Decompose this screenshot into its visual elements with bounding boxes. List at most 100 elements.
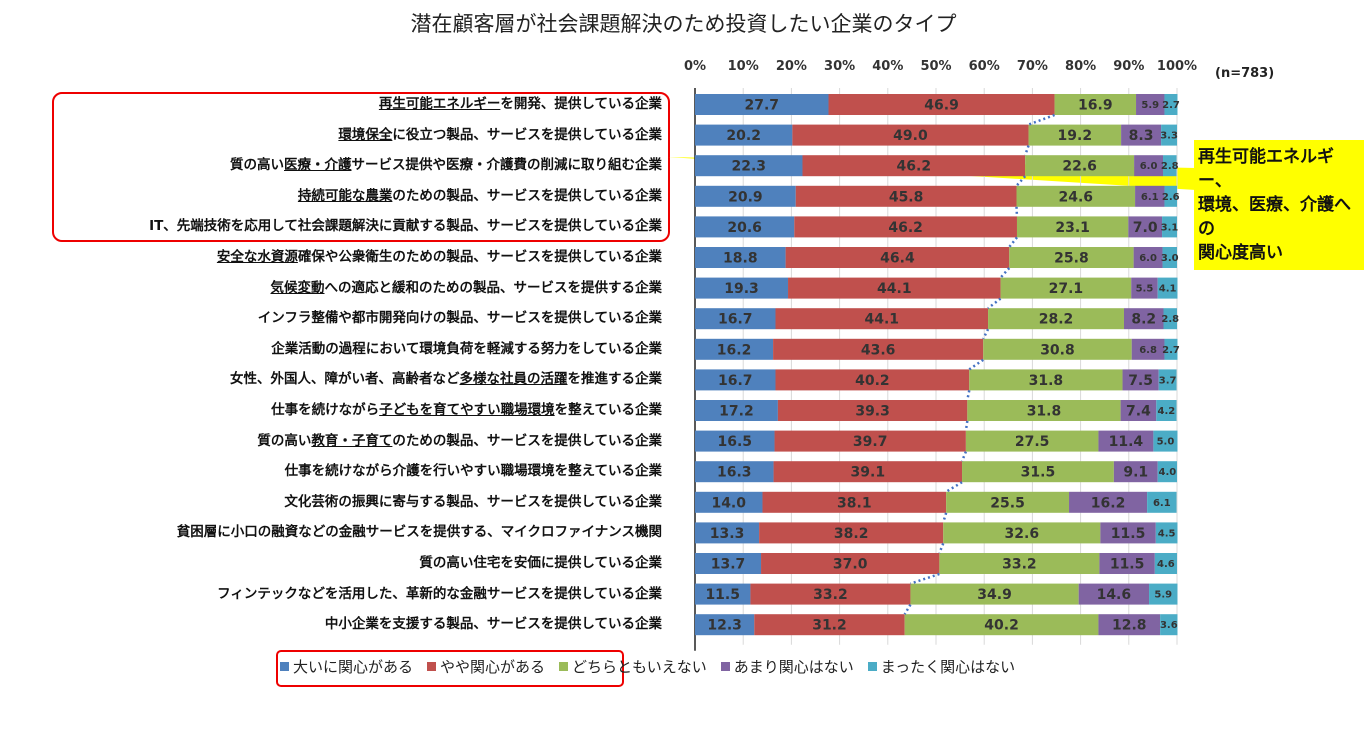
data-label: 16.2 (717, 342, 752, 358)
bar-segment (695, 553, 762, 574)
x-tick-label: 100% (1157, 59, 1197, 74)
data-label: 14.6 (1097, 587, 1132, 603)
category-label-part: 多様な社員の活躍 (459, 371, 568, 388)
bar-segment (1163, 308, 1177, 330)
bar-segment (1122, 369, 1159, 391)
data-label: 8.2 (1131, 312, 1156, 328)
x-tick-label: 30% (824, 59, 855, 74)
bar-segment (1134, 155, 1164, 177)
bar-segment (1009, 247, 1134, 268)
data-label: 4.0 (1159, 467, 1177, 478)
series-line (960, 451, 968, 462)
category-label-part: 環境保全 (338, 126, 393, 143)
category-label: 質の高い住宅を安価に提供している企業 (419, 553, 662, 573)
bar-segment (695, 185, 796, 207)
data-label: 5.5 (1136, 284, 1154, 295)
bar-segment (775, 369, 970, 391)
legend-swatch (427, 662, 437, 671)
data-label: 27.7 (744, 98, 779, 114)
data-label: 16.3 (717, 465, 752, 481)
data-label: 39.7 (853, 434, 888, 450)
data-label: 23.1 (1055, 220, 1090, 236)
bar-segment (794, 216, 1017, 238)
data-label: 33.2 (1002, 557, 1037, 573)
data-label: 31.2 (812, 618, 847, 634)
x-tick-label: 40% (872, 59, 903, 74)
category-label-part: 文化芸術の振興に寄与する製品、サービスを提供している企業 (284, 493, 662, 510)
bar-segment (1028, 124, 1122, 146)
bar-segment (1120, 400, 1157, 421)
bar-segment (969, 369, 1123, 391)
data-label: 31.8 (1029, 373, 1064, 389)
series-line (910, 572, 940, 585)
bar-segment (695, 338, 774, 360)
data-label: 25.5 (990, 495, 1025, 511)
bar-segment (695, 247, 786, 268)
category-label: 企業活動の過程において環境負荷を軽減する努力をしている企業 (271, 339, 662, 359)
series-line (903, 603, 912, 615)
bar-segment (1099, 553, 1155, 574)
series-line (964, 420, 969, 431)
category-label: 安全な水資源確保や公衆衛生のための製品、サービスを提供している企業 (217, 247, 662, 267)
bar-segment (754, 614, 905, 636)
bar-segment (695, 308, 776, 330)
category-label-part: インフラ整備や都市開発向けの製品、サービスを提供している企業 (257, 310, 662, 327)
data-label: 49.0 (893, 128, 928, 144)
category-label-part: を整えている企業 (554, 402, 662, 418)
series-line (938, 542, 945, 554)
data-label: 2.7 (1162, 100, 1180, 111)
x-tick-label: 70% (1017, 59, 1048, 74)
x-tick-label: 80% (1065, 59, 1096, 74)
bar-segment (774, 430, 966, 452)
bar-segment (695, 491, 763, 513)
category-label-part: 中小企業を支援する製品、サービスを提供している企業 (324, 616, 662, 633)
data-label: 6.0 (1139, 253, 1157, 264)
data-label: 2.8 (1161, 161, 1179, 172)
data-label: 43.6 (861, 342, 896, 358)
x-tick-label: 90% (1113, 59, 1144, 74)
data-label: 6.1 (1153, 498, 1171, 509)
data-label: 22.3 (731, 159, 766, 175)
category-label-part: を開発、提供している企業 (500, 96, 662, 112)
data-label: 19.3 (724, 281, 759, 297)
bar-segment (1128, 216, 1163, 238)
bar-segment (1162, 216, 1177, 238)
series-line (999, 267, 1011, 279)
data-label: 7.5 (1128, 373, 1153, 389)
bar-segment (1160, 614, 1178, 636)
data-label: 3.6 (1160, 620, 1178, 631)
data-label: 2.6 (1162, 192, 1180, 203)
bar-segment (762, 491, 947, 513)
legend-label: まったく関心はない (880, 658, 1016, 676)
series-line (968, 358, 984, 371)
legend-label: 大いに関心がある (293, 658, 414, 676)
highlight-box-legend (276, 650, 624, 687)
data-label: 12.3 (707, 618, 742, 634)
category-label-part: 気候変動 (270, 279, 325, 296)
data-label: 18.8 (723, 251, 758, 267)
data-label: 4.6 (1157, 559, 1175, 570)
bar-segment (1164, 185, 1177, 207)
bar-segment (761, 553, 940, 574)
series-line (1008, 236, 1018, 248)
legend-item: あまり関心はない (720, 656, 854, 677)
bar-segment (1098, 614, 1161, 636)
data-label: 7.0 (1133, 220, 1158, 236)
data-label: 20.9 (728, 189, 763, 205)
category-label-part: のための製品、サービスを提供している企業 (392, 187, 662, 204)
data-label: 31.8 (1027, 404, 1062, 420)
bar-segment (773, 338, 984, 360)
bar-segment (695, 94, 829, 115)
category-label-part: 子どもを育てやすい職場環境 (379, 402, 555, 418)
callout-line: 環境、医療、介護への (1198, 195, 1351, 239)
data-label: 37.0 (833, 557, 868, 573)
bar-segment (695, 155, 803, 177)
data-label: 24.6 (1059, 189, 1094, 205)
bar-segment (775, 308, 989, 330)
data-label: 3.7 (1159, 375, 1177, 386)
category-label-part: 医療・介護 (284, 157, 352, 174)
x-tick-label: 10% (728, 59, 759, 74)
bar-segment (1025, 155, 1135, 177)
x-tick-label: 60% (969, 59, 1000, 74)
data-label: 25.8 (1054, 251, 1089, 267)
